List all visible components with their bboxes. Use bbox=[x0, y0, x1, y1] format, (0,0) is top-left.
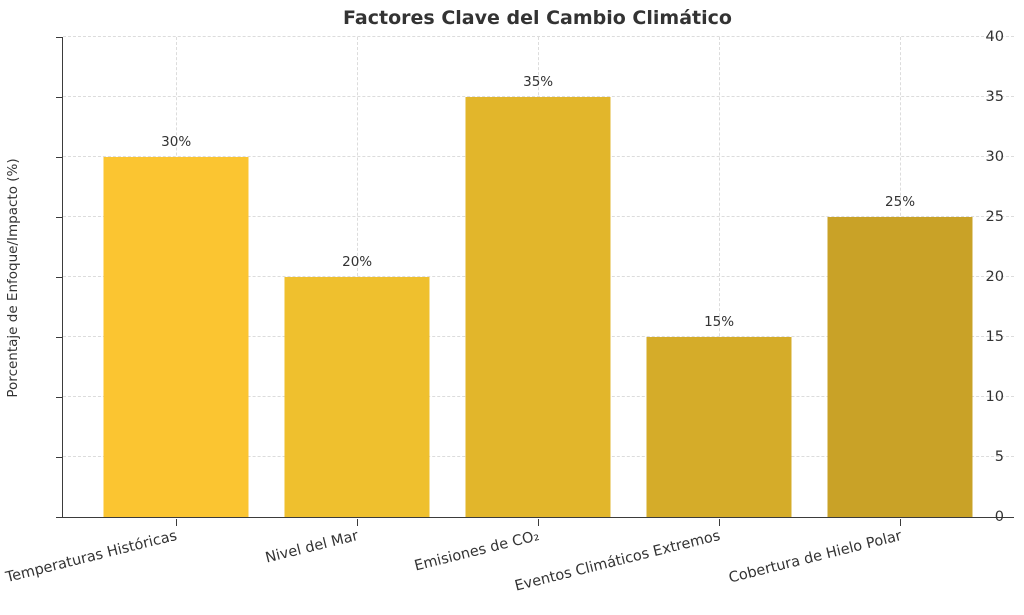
y-tick-label: 5 bbox=[994, 448, 1004, 465]
bar-value-label: 15% bbox=[704, 314, 735, 330]
bar-value-label: 30% bbox=[161, 134, 192, 150]
bar bbox=[103, 157, 249, 517]
x-tick-label: Nivel del Mar bbox=[263, 528, 361, 567]
x-tick-label: Temperaturas Históricas bbox=[4, 528, 180, 587]
x-gridline bbox=[719, 37, 721, 517]
x-axis-labels: Temperaturas Históricas Nivel del Mar Emis… bbox=[5, 519, 1013, 615]
bar-value-label: 35% bbox=[523, 74, 554, 90]
x-tick-mark bbox=[538, 519, 540, 526]
y-tick-mark bbox=[56, 457, 63, 458]
y-tick-label: 40 bbox=[985, 28, 1004, 45]
y-tick-label: 15 bbox=[985, 328, 1004, 345]
y-tick-mark bbox=[56, 157, 63, 158]
x-tick-label: Cobertura de Hielo Polar bbox=[726, 528, 903, 587]
bar bbox=[646, 337, 792, 517]
x-tick-label: Eventos Climáticos Extremos bbox=[513, 528, 722, 595]
bar bbox=[284, 277, 430, 517]
y-tick-label: 10 bbox=[985, 388, 1004, 405]
bar bbox=[465, 97, 611, 517]
y-tick-label: 30 bbox=[985, 148, 1004, 165]
x-tick-label: Emisiones de CO₂ bbox=[412, 528, 541, 575]
y-tick-mark bbox=[56, 277, 63, 278]
bar bbox=[827, 217, 973, 517]
bar-value-label: 20% bbox=[342, 254, 373, 270]
x-tick-mark bbox=[719, 519, 721, 526]
y-tick-mark bbox=[56, 37, 63, 38]
plot-area: 0 5 10 15 20 25 30 35 40 30% 20% 35% 15% 25% bbox=[56, 29, 1014, 526]
y-tick-mark bbox=[56, 397, 63, 398]
y-tick-label: 25 bbox=[985, 208, 1004, 225]
y-tick-mark bbox=[56, 97, 63, 98]
y-axis-label: Porcentaje de Enfoque/Impacto (%) bbox=[5, 158, 21, 398]
bar-value-label: 25% bbox=[885, 194, 916, 210]
x-tick-mark bbox=[900, 519, 902, 526]
y-tick-mark bbox=[56, 217, 63, 218]
x-tick-mark bbox=[357, 519, 359, 526]
y-tick-label: 20 bbox=[985, 268, 1004, 285]
y-tick-mark bbox=[56, 517, 63, 518]
chart-title: Factores Clave del Cambio Climático bbox=[343, 7, 732, 29]
y-tick-label: 35 bbox=[985, 88, 1004, 105]
y-gridline bbox=[63, 36, 1014, 37]
x-tick-mark bbox=[176, 519, 178, 526]
y-tick-mark bbox=[56, 337, 63, 338]
y-tick-label: 0 bbox=[994, 508, 1004, 525]
